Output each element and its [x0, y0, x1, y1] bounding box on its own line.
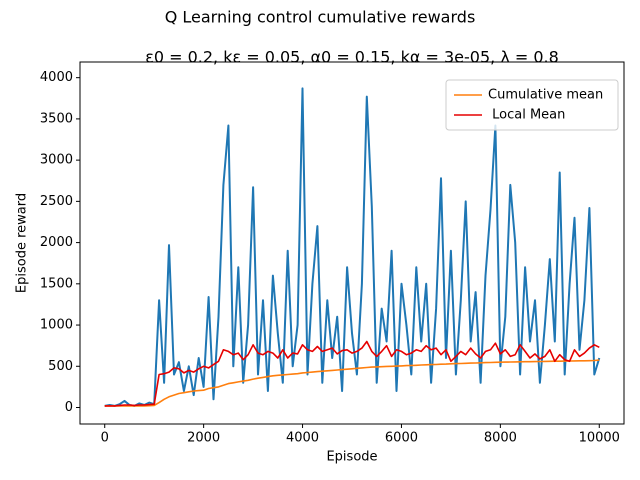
x-tick-label: 6000: [385, 431, 418, 446]
y-tick-label: 3000: [40, 153, 73, 168]
series-line: [104, 87, 601, 407]
y-tick-label: 1000: [40, 318, 73, 333]
x-tick-label: 0: [101, 431, 109, 446]
y-tick-label: 3500: [40, 111, 73, 126]
y-tick-label: 2500: [40, 194, 73, 209]
chart-title: Q Learning control cumulative rewards: [165, 8, 476, 27]
x-axis-label: Episode: [326, 450, 377, 465]
series-line: [104, 359, 600, 407]
legend-box: [445, 79, 619, 131]
y-tick-label: 1500: [40, 276, 73, 291]
legend-label: Local Mean: [488, 108, 565, 123]
y-axis-label: Episode reward: [15, 193, 30, 293]
x-tick-label: 10000: [579, 431, 620, 446]
y-tick-label: 500: [48, 359, 73, 374]
y-tick-label: 0: [65, 400, 73, 415]
y-tick-label: 2000: [40, 235, 73, 250]
y-tick-label: 4000: [40, 70, 73, 85]
series-line: [104, 340, 600, 407]
x-tick-label: 8000: [484, 431, 517, 446]
legend-label: Cumulative mean: [488, 88, 603, 103]
plot-frame: [79, 61, 625, 425]
x-tick-label: 4000: [286, 431, 319, 446]
chart-subtitle: ε0 = 0.2, kε = 0.05, α0 = 0.15, kα = 3e-…: [145, 48, 559, 67]
x-tick-label: 2000: [187, 431, 220, 446]
